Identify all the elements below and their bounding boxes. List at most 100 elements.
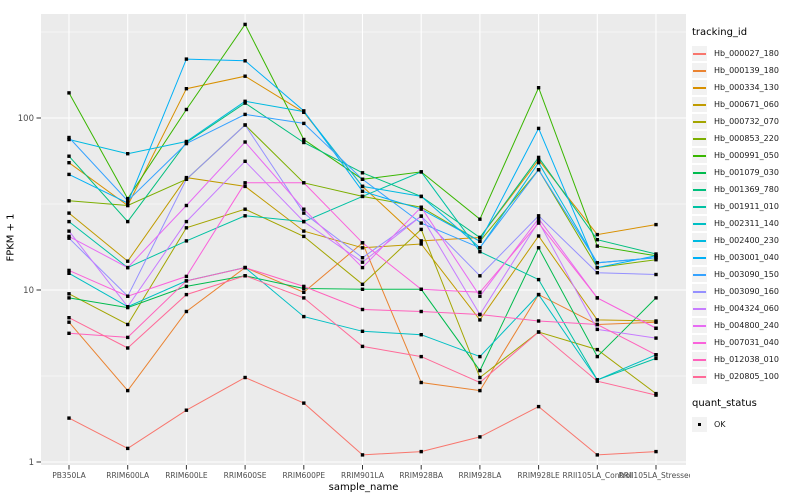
- data-point-marker: [243, 214, 247, 218]
- data-point-marker: [302, 284, 306, 289]
- data-point-marker: [360, 453, 365, 457]
- data-point-marker: [67, 292, 71, 296]
- data-point-marker: [595, 265, 599, 270]
- data-point-marker: [126, 446, 130, 451]
- data-point-marker: [536, 404, 541, 409]
- data-point-marker: [536, 277, 541, 282]
- data-point-marker: [67, 172, 71, 177]
- data-point-marker: [654, 356, 658, 361]
- legend-color-swatch: [693, 341, 706, 344]
- data-point-marker: [478, 354, 482, 359]
- data-point-marker: [419, 207, 423, 211]
- x-tick-label: RRIM600LA: [106, 471, 150, 480]
- x-tick-label: RRIM928LE: [517, 471, 560, 480]
- data-point-marker: [478, 368, 482, 373]
- x-tick-label: RRII105LA_Control: [563, 471, 633, 480]
- legend-key-line: [692, 97, 707, 112]
- data-point-marker: [419, 221, 423, 225]
- data-point-marker: [419, 170, 423, 174]
- data-point-marker: [360, 184, 365, 189]
- data-point-marker: [67, 91, 71, 95]
- legend-item: Hb_000139_180: [692, 62, 800, 79]
- data-point-marker: [67, 416, 71, 420]
- data-point-marker: [302, 286, 306, 291]
- data-point-marker: [302, 229, 306, 233]
- data-point-marker: [243, 101, 247, 105]
- data-point-marker: [360, 246, 365, 250]
- legend-key-line: [692, 250, 707, 265]
- data-point-marker: [67, 320, 71, 324]
- data-point-marker: [184, 274, 189, 279]
- legend-item-label: Hb_000027_180: [714, 49, 779, 58]
- data-point-marker: [360, 307, 365, 312]
- data-point-marker: [243, 112, 247, 117]
- legend-item-label: Hb_000139_180: [714, 66, 779, 75]
- legend-item: Hb_003001_040: [692, 249, 800, 266]
- data-point-marker: [478, 217, 482, 221]
- data-point-marker: [302, 121, 306, 126]
- legend-color-swatch: [693, 239, 706, 242]
- data-point-marker: [478, 274, 482, 278]
- data-point-marker: [360, 177, 365, 181]
- data-point-marker: [126, 219, 130, 224]
- data-point-marker: [67, 316, 71, 320]
- x-tick-label: RRIM600SE: [224, 471, 267, 480]
- legend-item: Hb_001079_030: [692, 164, 800, 181]
- legend-key-line: [692, 63, 707, 78]
- data-point-marker: [67, 154, 71, 158]
- data-point-marker: [595, 296, 599, 300]
- legend-item: Hb_012038_010: [692, 351, 800, 368]
- legend-color-swatch: [693, 222, 706, 225]
- data-point-marker: [126, 152, 130, 156]
- data-point-marker: [67, 137, 71, 142]
- data-point-marker: [654, 252, 658, 256]
- data-point-marker: [360, 344, 365, 349]
- data-point-marker: [654, 336, 658, 340]
- data-point-marker: [243, 184, 247, 189]
- data-point-marker: [478, 235, 482, 240]
- data-point-marker: [184, 87, 189, 91]
- legend-key-line: [692, 284, 707, 299]
- legend-item: Hb_000732_070: [692, 113, 800, 130]
- legend-item-label: Hb_002400_230: [714, 236, 779, 245]
- data-point-marker: [478, 239, 482, 243]
- legend-color-swatch: [693, 154, 706, 157]
- data-point-marker: [184, 139, 189, 144]
- legend: tracking_id Hb_000027_180 Hb_000139_180 Hb…: [692, 27, 800, 433]
- data-point-marker: [302, 137, 306, 142]
- data-point-marker: [243, 265, 247, 270]
- legend-title-tracking-id: tracking_id: [692, 27, 748, 38]
- data-point-marker: [67, 236, 71, 240]
- x-tick-label: RRIM600PE: [282, 471, 325, 480]
- data-point-marker: [360, 282, 365, 286]
- legend-color-swatch: [693, 188, 706, 191]
- data-point-marker: [126, 265, 130, 270]
- data-point-marker: [67, 296, 71, 300]
- data-point-marker: [126, 201, 130, 205]
- data-point-marker: [595, 261, 599, 265]
- legend-item-label: Hb_000991_050: [714, 151, 779, 160]
- data-point-marker: [419, 333, 423, 337]
- legend-key-line: [692, 335, 707, 350]
- data-point-marker: [360, 260, 365, 264]
- data-point-marker: [184, 141, 189, 146]
- data-point-marker: [184, 57, 189, 61]
- legend-item: Hb_002311_140: [692, 215, 800, 232]
- data-point-marker: [536, 86, 541, 90]
- legend-color-swatch: [693, 375, 706, 378]
- data-point-marker: [126, 335, 130, 340]
- legend-key-line: [692, 165, 707, 180]
- data-point-marker: [595, 238, 599, 242]
- data-point-marker: [302, 211, 306, 215]
- data-point-marker: [67, 271, 71, 275]
- data-point-marker: [302, 109, 306, 113]
- data-point-marker: [360, 256, 365, 260]
- legend-item-label: Hb_000732_070: [714, 117, 779, 126]
- legend-item: Hb_003090_150: [692, 266, 800, 283]
- data-point-marker: [595, 347, 599, 352]
- data-point-marker: [243, 274, 247, 278]
- data-point-marker: [595, 379, 599, 383]
- data-point-marker: [654, 319, 658, 323]
- data-point-marker: [654, 393, 658, 397]
- legend-key-line: [692, 369, 707, 384]
